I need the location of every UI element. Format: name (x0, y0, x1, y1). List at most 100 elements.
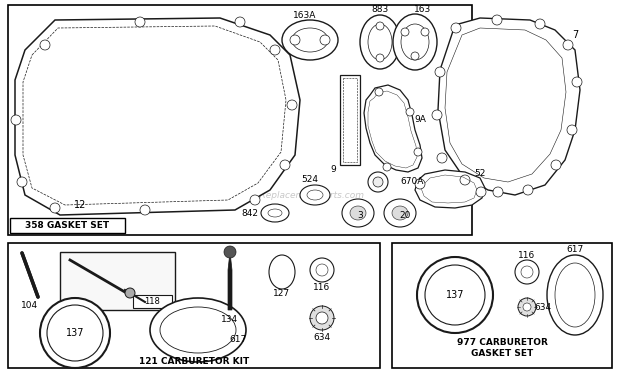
Circle shape (451, 23, 461, 33)
Text: 634: 634 (314, 333, 330, 342)
Circle shape (425, 265, 485, 325)
Circle shape (572, 77, 582, 87)
Circle shape (17, 177, 27, 187)
Bar (8, 243, 380, 368)
Circle shape (460, 175, 470, 185)
Ellipse shape (300, 185, 330, 205)
Ellipse shape (368, 24, 392, 60)
Circle shape (492, 15, 502, 25)
Ellipse shape (150, 298, 246, 362)
Circle shape (47, 305, 103, 361)
Circle shape (280, 160, 290, 170)
Text: 7: 7 (572, 30, 578, 40)
Text: 134: 134 (221, 316, 239, 325)
Text: 137: 137 (66, 328, 84, 338)
Polygon shape (228, 252, 232, 310)
Text: 9: 9 (330, 166, 336, 175)
Text: 9A: 9A (414, 116, 426, 125)
Circle shape (414, 148, 422, 156)
Circle shape (518, 298, 536, 316)
Circle shape (11, 115, 21, 125)
Ellipse shape (342, 199, 374, 227)
Text: 634: 634 (534, 303, 552, 311)
Circle shape (376, 54, 384, 62)
Text: 617: 617 (567, 244, 583, 254)
Circle shape (50, 203, 60, 213)
Circle shape (493, 187, 503, 197)
Text: 358 GASKET SET: 358 GASKET SET (25, 220, 109, 229)
Text: 842: 842 (242, 209, 259, 217)
Circle shape (523, 303, 531, 311)
Circle shape (40, 298, 110, 368)
Circle shape (411, 52, 419, 60)
Circle shape (406, 108, 414, 116)
Circle shape (376, 22, 384, 30)
Circle shape (125, 288, 135, 298)
Ellipse shape (292, 28, 328, 52)
Ellipse shape (555, 263, 595, 327)
Text: 116: 116 (313, 283, 330, 292)
Polygon shape (415, 170, 485, 208)
Ellipse shape (268, 209, 282, 217)
Circle shape (567, 125, 577, 135)
Circle shape (287, 100, 297, 110)
Text: 883: 883 (371, 6, 389, 15)
Bar (60, 252, 175, 310)
Circle shape (368, 172, 388, 192)
Circle shape (476, 187, 486, 197)
Circle shape (417, 257, 493, 333)
Circle shape (224, 246, 236, 258)
Circle shape (140, 205, 150, 215)
Circle shape (310, 258, 334, 282)
Polygon shape (438, 18, 580, 195)
Ellipse shape (307, 190, 323, 200)
FancyBboxPatch shape (10, 218, 125, 233)
Text: 116: 116 (518, 251, 536, 260)
Text: 137: 137 (446, 290, 464, 300)
Ellipse shape (401, 24, 429, 60)
Text: 3: 3 (357, 210, 363, 219)
Ellipse shape (392, 206, 408, 220)
Circle shape (521, 266, 533, 278)
Circle shape (515, 260, 539, 284)
Circle shape (421, 28, 429, 36)
Circle shape (135, 17, 145, 27)
Circle shape (432, 110, 442, 120)
Circle shape (40, 40, 50, 50)
Circle shape (373, 177, 383, 187)
Text: 121 CARBURETOR KIT: 121 CARBURETOR KIT (139, 357, 249, 367)
Ellipse shape (393, 14, 437, 70)
Circle shape (523, 185, 533, 195)
Text: eReplacementParts.com: eReplacementParts.com (255, 191, 365, 200)
Text: 127: 127 (273, 289, 291, 298)
Circle shape (270, 45, 280, 55)
Bar (8, 5, 472, 235)
Text: 977 CARBURETOR
GASKET SET: 977 CARBURETOR GASKET SET (456, 338, 547, 358)
Bar (133, 295, 172, 308)
Ellipse shape (282, 20, 338, 60)
Circle shape (375, 88, 383, 96)
Circle shape (290, 35, 300, 45)
Text: 670A: 670A (400, 178, 423, 186)
Circle shape (383, 163, 391, 171)
Text: 104: 104 (22, 301, 38, 310)
Ellipse shape (384, 199, 416, 227)
Circle shape (415, 179, 425, 189)
Bar (340, 75, 360, 165)
Ellipse shape (261, 204, 289, 222)
Ellipse shape (350, 206, 366, 220)
Ellipse shape (269, 255, 295, 289)
Circle shape (437, 153, 447, 163)
Circle shape (551, 160, 561, 170)
Circle shape (316, 264, 328, 276)
Text: 52: 52 (474, 169, 485, 179)
Bar (392, 243, 612, 368)
Circle shape (401, 28, 409, 36)
Ellipse shape (160, 307, 236, 353)
Text: 20: 20 (399, 211, 410, 220)
Circle shape (563, 40, 573, 50)
Circle shape (435, 67, 445, 77)
Text: 163: 163 (414, 4, 432, 13)
Circle shape (316, 312, 328, 324)
Polygon shape (364, 85, 422, 172)
